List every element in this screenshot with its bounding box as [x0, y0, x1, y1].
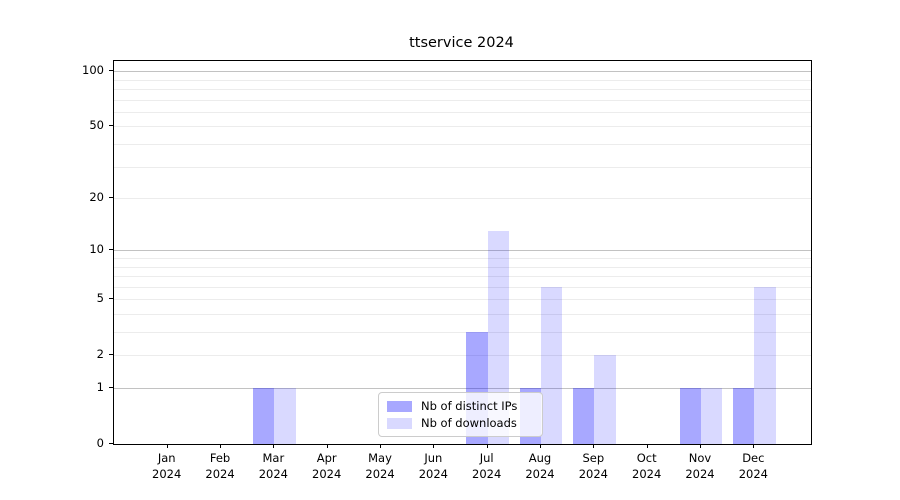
- x-tick-mark: [700, 444, 701, 448]
- plot-area: [113, 60, 812, 445]
- bar-mar-distinct-ips: [253, 388, 275, 444]
- x-tick-mark: [753, 444, 754, 448]
- y-tick-label: 1: [96, 380, 104, 394]
- minor-gridline: [114, 276, 811, 278]
- x-tick-label-jan: Jan 2024: [152, 451, 182, 481]
- minor-gridline: [114, 166, 811, 168]
- x-tick-mark: [487, 444, 488, 448]
- bar-dec-distinct-ips: [733, 388, 755, 444]
- x-tick-mark: [540, 444, 541, 448]
- x-tick-mark: [327, 444, 328, 448]
- bar-mar-downloads: [274, 388, 296, 444]
- bar-aug-downloads: [541, 286, 563, 444]
- x-tick-label-mar: Mar 2024: [258, 451, 288, 481]
- minor-gridline: [114, 111, 811, 113]
- x-tick-label-dec: Dec 2024: [738, 451, 768, 481]
- minor-gridline: [114, 126, 811, 128]
- y-tick-label: 20: [89, 190, 104, 205]
- y-tick-mark: [109, 125, 113, 126]
- x-tick-mark: [593, 444, 594, 448]
- bar-dec-downloads: [754, 286, 776, 444]
- minor-gridline: [114, 89, 811, 91]
- bar-nov-distinct-ips: [679, 388, 701, 444]
- minor-gridline: [114, 266, 811, 268]
- x-tick-mark: [433, 444, 434, 448]
- x-tick-label-jun: Jun 2024: [418, 451, 448, 481]
- x-tick-label-may: May 2024: [365, 451, 395, 481]
- legend-swatch: [387, 401, 412, 412]
- legend-label: Nb of downloads: [421, 416, 517, 430]
- bar-sep-distinct-ips: [573, 388, 595, 444]
- y-tick-mark: [109, 249, 113, 250]
- x-tick-mark: [220, 444, 221, 448]
- y-tick-mark: [109, 387, 113, 388]
- minor-gridline: [114, 258, 811, 259]
- minor-gridline: [114, 99, 811, 101]
- minor-gridline: [114, 313, 811, 315]
- x-tick-label-oct: Oct 2024: [632, 451, 662, 481]
- y-tick-label: 50: [89, 118, 104, 133]
- y-tick-mark: [109, 298, 113, 299]
- minor-gridline: [114, 332, 811, 334]
- minor-gridline: [114, 355, 811, 357]
- x-tick-mark: [273, 444, 274, 448]
- y-tick-mark: [109, 70, 113, 71]
- y-tick-mark: [109, 197, 113, 198]
- bar-sep-downloads: [594, 355, 616, 444]
- y-tick-mark: [109, 443, 113, 444]
- x-tick-label-sep: Sep 2024: [578, 451, 608, 481]
- minor-gridline: [114, 299, 811, 301]
- legend-entry: Nb of distinct IPs: [387, 399, 534, 414]
- minor-gridline: [114, 144, 811, 146]
- y-tick-label: 5: [96, 291, 104, 306]
- minor-gridline: [114, 198, 811, 200]
- chart-title: ttservice 2024: [409, 35, 514, 51]
- y-tick-mark: [109, 354, 113, 355]
- bar-nov-downloads: [701, 388, 723, 444]
- x-tick-label-nov: Nov 2024: [685, 451, 715, 481]
- legend-label: Nb of distinct IPs: [421, 399, 518, 413]
- legend: Nb of distinct IPs Nb of downloads: [378, 392, 543, 437]
- x-tick-label-jul: Jul 2024: [472, 451, 502, 481]
- y-tick-label: 2: [96, 347, 104, 362]
- legend-entry: Nb of downloads: [387, 416, 534, 431]
- x-tick-mark: [167, 444, 168, 448]
- major-gridline: [114, 250, 811, 252]
- x-tick-label-apr: Apr 2024: [312, 451, 342, 481]
- x-tick-mark: [647, 444, 648, 448]
- x-tick-label-feb: Feb 2024: [205, 451, 235, 481]
- minor-gridline: [114, 286, 811, 288]
- x-tick-label-aug: Aug 2024: [525, 451, 555, 481]
- bar-jul-downloads: [487, 230, 509, 444]
- y-tick-label: 10: [89, 242, 104, 257]
- major-gridline: [114, 71, 811, 73]
- y-tick-label: 0: [96, 436, 104, 450]
- y-tick-label: 100: [82, 63, 104, 78]
- x-tick-mark: [380, 444, 381, 448]
- minor-gridline: [114, 79, 811, 81]
- major-gridline: [114, 388, 811, 389]
- legend-swatch: [387, 418, 412, 429]
